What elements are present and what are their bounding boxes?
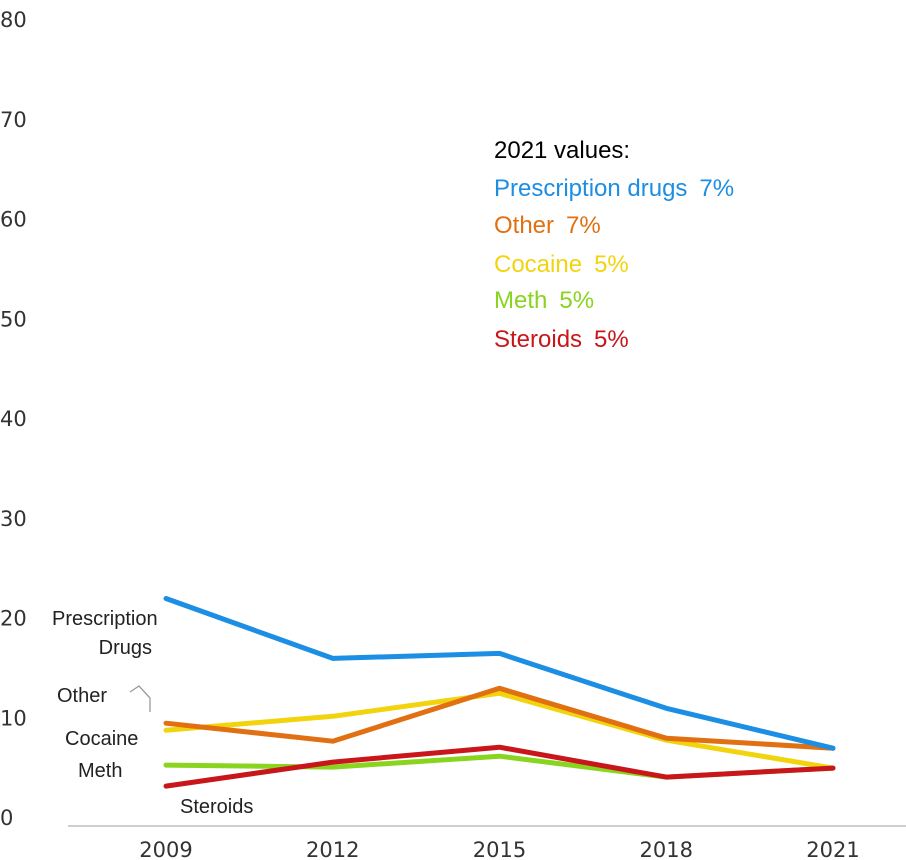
legend-item-steroids: Steroids 5% bbox=[494, 326, 629, 353]
series-lines bbox=[163, 596, 836, 789]
label-meth: Meth bbox=[78, 760, 122, 782]
label-prescription-line1: Prescription bbox=[52, 608, 158, 630]
x-tick-label: 2012 bbox=[306, 838, 359, 860]
y-tick-label: 30 bbox=[0, 507, 27, 531]
other-leader-line bbox=[129, 685, 151, 712]
y-tick-label: 40 bbox=[0, 407, 27, 431]
label-prescription-line2: Drugs bbox=[99, 637, 152, 659]
x-tick-labels: 2009 2012 2015 2018 2021 bbox=[139, 838, 859, 860]
inline-labels: Prescription Drugs Other Cocaine Meth St… bbox=[52, 608, 253, 818]
y-tick-label: 80 bbox=[0, 8, 27, 32]
legend-item-meth: Meth 5% bbox=[494, 287, 594, 314]
label-cocaine: Cocaine bbox=[65, 728, 138, 750]
y-tick-label: 10 bbox=[0, 706, 27, 730]
label-steroids: Steroids bbox=[180, 796, 253, 818]
x-tick-label: 2015 bbox=[473, 838, 526, 860]
y-tick-label: 0 bbox=[0, 806, 13, 830]
series-line-other bbox=[163, 685, 836, 751]
legend-title: 2021 values: bbox=[494, 137, 630, 164]
y-tick-label: 70 bbox=[0, 108, 27, 132]
label-other: Other bbox=[57, 685, 107, 707]
x-tick-label: 2018 bbox=[640, 838, 693, 860]
legend-item-prescription-drugs: Prescription drugs 7% bbox=[494, 175, 734, 202]
series-line-steroids bbox=[163, 744, 836, 789]
series-line-prescription-drugs bbox=[163, 596, 836, 751]
y-tick-label: 50 bbox=[0, 307, 27, 331]
legend-item-other: Other 7% bbox=[494, 212, 601, 239]
x-tick-label: 2021 bbox=[806, 838, 859, 860]
x-tick-label: 2009 bbox=[139, 838, 192, 860]
y-tick-label: 20 bbox=[0, 607, 27, 631]
y-tick-labels: 0 10 20 30 40 50 60 70 80 bbox=[0, 8, 27, 830]
legend: 2021 values: Prescription drugs 7% Other 7… bbox=[494, 137, 734, 353]
legend-item-cocaine: Cocaine 5% bbox=[494, 251, 629, 278]
series-line-cocaine bbox=[163, 690, 836, 771]
y-tick-label: 60 bbox=[0, 208, 27, 232]
